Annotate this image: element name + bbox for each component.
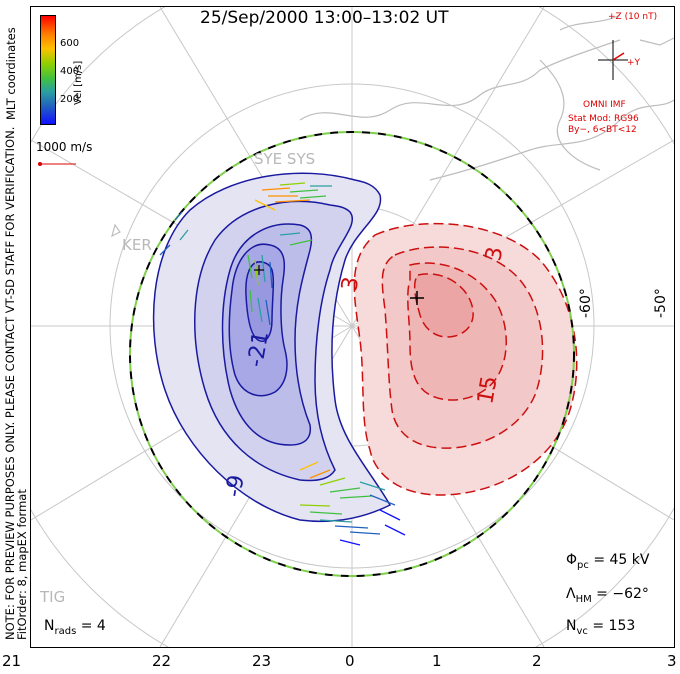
radar-label-tig: TIG [40, 588, 66, 606]
plot-title: 25/Sep/2000 13:00–13:02 UT [200, 8, 449, 28]
preview-note-line2: FitOrder: 8, mapEX format [15, 489, 29, 640]
velocity-vectors-cusp [247, 232, 313, 326]
colorbar-title: Vel [m/s] [73, 60, 84, 105]
mlt-tick-1: 1 [432, 652, 442, 670]
colorbar-tick-600: 600 [60, 38, 80, 49]
mlt-tick-22: 22 [152, 652, 172, 670]
velocity-vectors-top [159, 182, 332, 256]
hm-boundary-green [129, 131, 575, 577]
max-potential-marker [410, 291, 424, 305]
velocity-colorbar [40, 15, 56, 125]
hm-boundary-dark [129, 131, 575, 577]
velocity-reference-vector [38, 162, 76, 166]
positive-cell [353, 222, 578, 496]
min-potential-marker [254, 265, 264, 275]
mlt-tick-0: 0 [345, 652, 355, 670]
mlt-tick-23: 23 [252, 652, 272, 670]
stat-nrads: Nrads = 4 [44, 618, 106, 637]
preview-note: NOTE: FOR PREVIEW PURPOSES ONLY. PLEASE … [3, 127, 29, 640]
stat-phi-pc: Φpc = 45 kV [566, 552, 650, 571]
contour-label-15: 15 [473, 374, 502, 406]
mlt-tick-2: 2 [532, 652, 542, 670]
stat-nvc: Nvc = 153 [566, 618, 636, 637]
plot-frame [30, 6, 675, 648]
stat-model-label: Stat Mod: RG96 [568, 114, 639, 124]
stat-lambda-hm: ΛHM = −62° [566, 586, 649, 605]
velocity-vectors-bottom [299, 461, 406, 546]
coastlines [111, 14, 674, 238]
lat-label-50: -50° [653, 288, 669, 318]
mlt-tick-21: 21 [2, 652, 22, 670]
velocity-reference-label: 1000 m/s [36, 140, 93, 154]
contour-label-3b: 3 [481, 245, 508, 263]
imf-source-label: OMNI IMF [583, 100, 626, 110]
contour-label-neg9: -9 [221, 473, 249, 499]
imf-scale-label: +Z (10 nT) [608, 12, 658, 22]
radar-label-sye-sys: SYE SYS [254, 150, 316, 168]
lat-label-60: -60° [578, 288, 594, 318]
imf-dial [598, 40, 628, 80]
colorbar-tick-200: 200 [60, 94, 80, 105]
colorbar-tick-400: 400 [60, 66, 80, 77]
contour-label-3a: 3 [337, 275, 364, 293]
imf-condition-label: By−, 6<BT<12 [568, 125, 637, 135]
mlt-tick-3: 3 [667, 652, 677, 670]
contour-label-neg21: -21 [243, 329, 274, 369]
imf-y-label: +Y [627, 58, 641, 68]
mlt-coordinates-label: MLT coordinates [4, 27, 18, 120]
radar-label-ker: KER [122, 236, 152, 254]
negative-cell [152, 172, 392, 523]
